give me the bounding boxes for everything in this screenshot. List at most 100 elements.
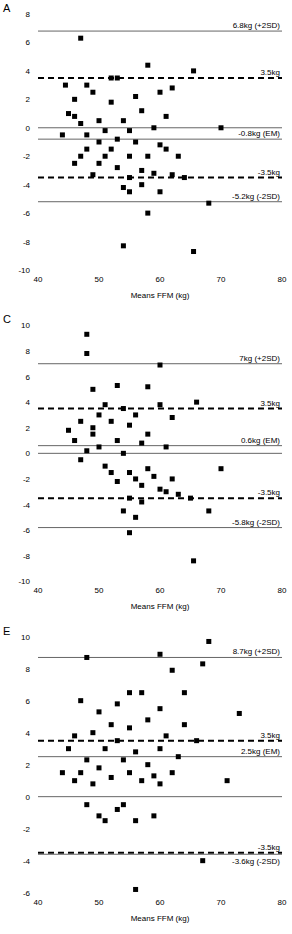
reference-label: -3.6kg (-2SD)	[232, 857, 280, 866]
x-tick-label: 70	[217, 275, 226, 284]
point	[84, 332, 89, 337]
figure: A86420-2-4-6-8-104050607080Means FFM (kg…	[0, 0, 292, 934]
point	[139, 778, 144, 783]
reference-label: -3.5kg	[258, 168, 280, 177]
point	[158, 402, 163, 407]
x-tick-label: 70	[217, 898, 226, 907]
point	[145, 154, 150, 159]
point	[127, 770, 132, 775]
point	[194, 738, 199, 743]
y-tick-label: -2	[23, 475, 31, 484]
point	[121, 185, 126, 190]
point	[133, 140, 138, 145]
reference-label: 8.7kg (+2SD)	[233, 647, 281, 656]
point	[90, 781, 95, 786]
reference-line	[38, 740, 282, 742]
y-tick-label: 8	[26, 10, 31, 19]
y-tick-label: 0	[26, 124, 31, 133]
point	[60, 132, 65, 137]
point	[127, 189, 132, 194]
point	[127, 470, 132, 475]
x-axis-label: Means FFM (kg)	[131, 602, 190, 611]
reference-line	[38, 657, 282, 658]
point	[103, 154, 108, 159]
point	[139, 108, 144, 113]
reference-line	[38, 756, 282, 757]
point	[182, 175, 187, 180]
point	[200, 661, 205, 666]
point	[127, 128, 132, 133]
x-tick-label: 50	[95, 586, 104, 595]
y-tick-label: -10	[18, 577, 30, 586]
reference-label: -0.8kg (EM)	[238, 129, 280, 138]
reference-line	[38, 408, 282, 410]
point	[84, 351, 89, 356]
point	[219, 125, 224, 130]
point	[133, 515, 138, 520]
point	[66, 111, 71, 116]
point	[158, 706, 163, 711]
point	[133, 887, 138, 892]
y-tick-label: -6	[23, 209, 31, 218]
panel: E1086420-2-4-64050607080Means FFM (kg)8.…	[3, 625, 288, 923]
point	[78, 698, 83, 703]
point	[139, 690, 144, 695]
y-tick-label: 10	[21, 633, 30, 642]
reference-label: 3.5kg	[260, 399, 280, 408]
x-tick-label: 80	[278, 898, 287, 907]
y-tick-label: -6	[23, 889, 31, 898]
point	[158, 652, 163, 657]
y-tick-label: 0	[26, 793, 31, 802]
y-tick-label: -2	[23, 152, 31, 161]
point	[145, 63, 150, 68]
point	[115, 438, 120, 443]
point	[191, 68, 196, 73]
point	[121, 406, 126, 411]
point	[90, 730, 95, 735]
point	[97, 444, 102, 449]
point	[176, 492, 181, 497]
x-tick-label: 40	[34, 275, 43, 284]
reference-line	[38, 77, 282, 79]
reference-line	[38, 852, 282, 854]
point	[84, 132, 89, 137]
point	[151, 171, 156, 176]
point	[237, 711, 242, 716]
point	[145, 432, 150, 437]
point	[133, 818, 138, 823]
point	[115, 807, 120, 812]
point	[121, 757, 126, 762]
point	[97, 161, 102, 166]
y-tick-label: 2	[26, 95, 31, 104]
x-tick-label: 80	[278, 586, 287, 595]
y-tick-label: -4	[23, 501, 31, 510]
point	[121, 508, 126, 513]
point	[109, 722, 114, 727]
reference-label: -5.8kg (-2SD)	[232, 518, 280, 527]
point	[158, 781, 163, 786]
point	[158, 487, 163, 492]
point	[109, 419, 114, 424]
point	[151, 813, 156, 818]
point	[151, 474, 156, 479]
point	[109, 100, 114, 105]
reference-line	[38, 31, 282, 32]
x-tick-label: 50	[95, 275, 104, 284]
y-tick-label: 4	[26, 67, 31, 76]
point	[133, 412, 138, 417]
point	[127, 725, 132, 730]
point	[78, 770, 83, 775]
point	[121, 451, 126, 456]
y-tick-label: -10	[18, 266, 30, 275]
reference-label: 7kg (+2SD)	[239, 354, 280, 363]
reference-line	[38, 527, 282, 528]
point	[158, 142, 163, 147]
plot-area	[38, 332, 282, 564]
reference-line	[38, 139, 282, 140]
point	[164, 733, 169, 738]
point	[78, 457, 83, 462]
point	[170, 770, 175, 775]
y-tick-label: 8	[26, 347, 31, 356]
point	[66, 428, 71, 433]
reference-label: 3.5kg	[260, 731, 280, 740]
